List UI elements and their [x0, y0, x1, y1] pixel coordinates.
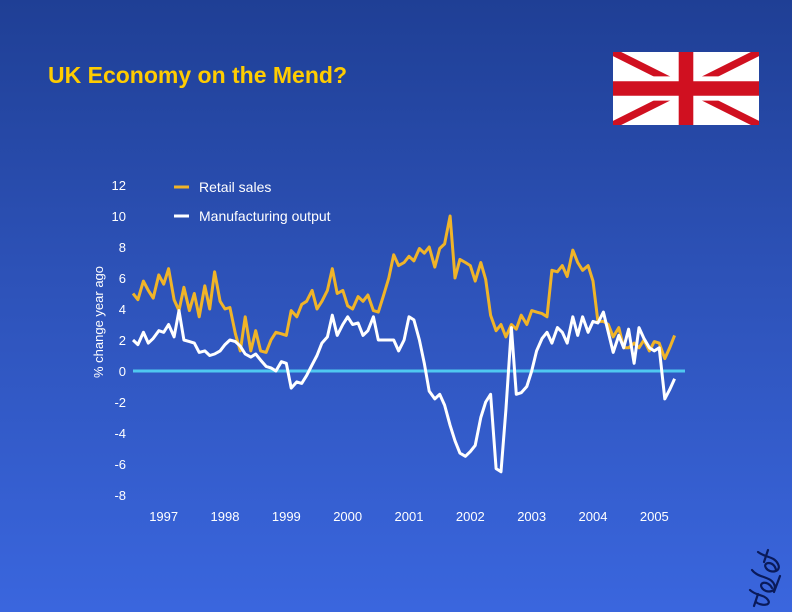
chart-legend: Retail sales Manufacturing output	[174, 179, 331, 224]
y-tick-label: 6	[119, 271, 126, 286]
y-tick-label: 2	[119, 333, 126, 348]
y-axis-label: % change year ago	[91, 266, 106, 378]
series-line-manufacturing-output	[131, 309, 676, 474]
slide-title: UK Economy on the Mend?	[48, 62, 347, 88]
y-tick-labels: 12 10 8 6 4 2 0 -2 -4 -6 -8	[112, 178, 126, 503]
x-tick-label: 1997	[149, 509, 178, 524]
y-tick-label: -6	[114, 457, 126, 472]
firm-logo-icon	[748, 548, 782, 608]
y-tick-label: 10	[112, 209, 126, 224]
y-tick-label: 0	[119, 364, 126, 379]
legend-label: Retail sales	[199, 179, 271, 195]
y-tick-label: 12	[112, 178, 126, 193]
y-tick-label: 8	[119, 240, 126, 255]
x-tick-label: 2002	[456, 509, 485, 524]
x-tick-label: 2003	[517, 509, 546, 524]
x-tick-label: 2004	[579, 509, 608, 524]
x-tick-label: 2000	[333, 509, 362, 524]
y-tick-label: -8	[114, 488, 126, 503]
y-tick-label: -2	[114, 395, 126, 410]
y-tick-label: 4	[119, 302, 126, 317]
x-tick-label: 2001	[395, 509, 424, 524]
x-tick-label: 1999	[272, 509, 301, 524]
legend-label: Manufacturing output	[199, 208, 331, 224]
y-tick-label: -4	[114, 426, 126, 441]
series-lines	[131, 214, 676, 474]
union-jack-flag-icon	[613, 52, 759, 125]
x-tick-label: 2005	[640, 509, 669, 524]
y-axis-label-group: % change year ago	[91, 266, 106, 378]
series-line-retail-sales	[131, 214, 676, 361]
x-tick-labels: 1997 1998 1999 2000 2001 2002 2003 2004 2005	[149, 509, 669, 524]
x-tick-label: 1998	[211, 509, 240, 524]
